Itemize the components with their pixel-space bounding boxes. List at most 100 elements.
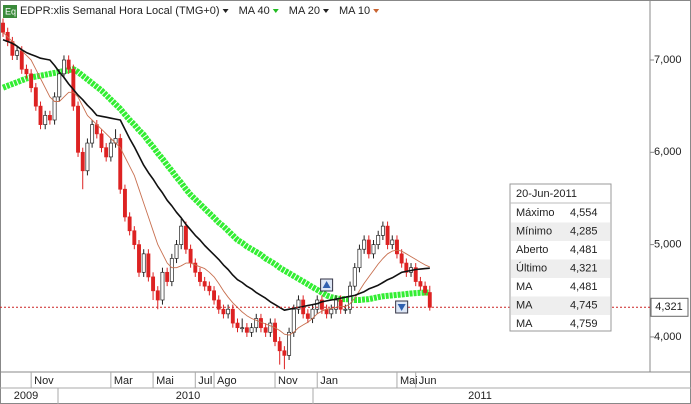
candle-body bbox=[85, 142, 90, 172]
y-tick-label: 4,000 bbox=[654, 331, 682, 343]
tooltip-row-bg bbox=[511, 259, 610, 278]
candle-body bbox=[188, 248, 193, 264]
tooltip-row-value: 4,745 bbox=[570, 299, 598, 311]
x-tick-label: Mar bbox=[114, 375, 133, 387]
candle-body bbox=[395, 239, 399, 255]
candle-body bbox=[47, 115, 52, 121]
x-tick-label: Nov bbox=[278, 375, 298, 387]
eq-icon-text: Eq bbox=[5, 6, 16, 16]
candle-body bbox=[57, 73, 62, 98]
candle-body bbox=[151, 276, 156, 292]
y-tick-label: 6,000 bbox=[654, 146, 682, 158]
ma-line bbox=[2, 31, 430, 336]
candle-body bbox=[334, 299, 338, 310]
legend-caret bbox=[272, 9, 279, 13]
candle-body bbox=[122, 188, 127, 218]
x-tick-label: Jan bbox=[320, 375, 338, 387]
legend-label[interactable]: EDPR:xlis Semanal Hora Local (TMG+0) bbox=[20, 5, 220, 17]
tooltip-row-label: Último bbox=[516, 261, 547, 274]
y-tick-label: 5,000 bbox=[654, 239, 682, 251]
tooltip-row-label: Aberto bbox=[516, 244, 548, 256]
candle-body bbox=[287, 331, 292, 356]
tooltip-row-value: 4,554 bbox=[570, 207, 598, 219]
candle-body bbox=[282, 350, 287, 356]
candle-body bbox=[244, 327, 249, 333]
candle-body bbox=[38, 105, 43, 125]
candle-body bbox=[423, 285, 428, 293]
candle-body bbox=[15, 50, 20, 56]
x-tick-label: Nov bbox=[34, 375, 54, 387]
candle-body bbox=[348, 285, 353, 310]
candle-body bbox=[132, 230, 137, 245]
candle-body bbox=[108, 142, 113, 158]
candle-body bbox=[357, 248, 362, 269]
candle-body bbox=[66, 59, 71, 70]
tooltip-row-value: 4,321 bbox=[570, 262, 598, 274]
candle-body bbox=[319, 299, 324, 310]
x-tick-label: Jun bbox=[419, 375, 437, 387]
year-label: 2009 bbox=[14, 390, 38, 402]
candle-body bbox=[390, 239, 395, 245]
candle-body bbox=[413, 267, 418, 282]
signal-arrow bbox=[397, 304, 406, 311]
tooltip-row-bg bbox=[511, 296, 610, 315]
candle-body bbox=[104, 147, 109, 158]
candle-body bbox=[216, 299, 221, 310]
candle-body bbox=[268, 322, 273, 333]
x-tick-label: Ago bbox=[217, 375, 237, 387]
last-price-box bbox=[650, 297, 689, 317]
candle-body bbox=[263, 327, 268, 333]
candle-body bbox=[230, 308, 235, 324]
y-tick-label: 7,000 bbox=[654, 54, 682, 66]
candle-body bbox=[118, 138, 123, 190]
candle-body bbox=[160, 271, 165, 301]
candle-body bbox=[52, 96, 57, 121]
tooltip-row-label: MA bbox=[516, 281, 533, 293]
tooltip-row-value: 4,481 bbox=[570, 244, 598, 256]
candle-body bbox=[90, 124, 95, 144]
legend-label[interactable]: MA 20 bbox=[289, 5, 320, 17]
candle-body bbox=[371, 244, 376, 255]
candle-body bbox=[155, 290, 160, 301]
candle-body bbox=[254, 318, 259, 329]
candle-body bbox=[146, 253, 151, 278]
candle-body bbox=[169, 258, 174, 282]
x-tick-label: Mai bbox=[156, 375, 174, 387]
tooltip-row-value: 4,285 bbox=[570, 225, 598, 237]
tooltip-row-label: MA bbox=[516, 299, 533, 311]
legend-label[interactable]: MA 40 bbox=[239, 5, 270, 17]
signal-arrow bbox=[322, 281, 331, 288]
tooltip-row-bg bbox=[511, 222, 610, 241]
tooltip-row-value: 4,759 bbox=[570, 318, 598, 330]
candle-body bbox=[249, 327, 254, 333]
tooltip-row-label: Máximo bbox=[516, 207, 555, 219]
candle-body bbox=[427, 292, 432, 308]
candle-body bbox=[343, 308, 348, 311]
candle-body bbox=[198, 271, 202, 282]
candle-body bbox=[226, 308, 231, 315]
tooltip-row-value: 4,481 bbox=[570, 281, 598, 293]
candle-body bbox=[80, 151, 85, 172]
candle-body bbox=[165, 271, 170, 282]
candle-body bbox=[273, 322, 277, 342]
candle-body bbox=[235, 322, 240, 329]
x-tick-label: Jul bbox=[198, 375, 212, 387]
candle-body bbox=[141, 253, 146, 273]
candle-body bbox=[240, 327, 245, 330]
year-label: 2011 bbox=[468, 390, 492, 402]
candle-body bbox=[202, 281, 207, 287]
candle-body bbox=[362, 239, 367, 250]
candle-body bbox=[127, 216, 132, 232]
candle-body bbox=[291, 308, 296, 333]
last-price-label: 4,321 bbox=[655, 301, 683, 313]
legend-label[interactable]: MA 10 bbox=[339, 5, 370, 17]
candle-body bbox=[19, 50, 24, 70]
eq-icon bbox=[3, 5, 17, 18]
legend-caret bbox=[222, 9, 229, 13]
year-label: 2010 bbox=[176, 390, 200, 402]
candle-body bbox=[380, 225, 385, 236]
candle-body bbox=[418, 281, 423, 287]
candle-body bbox=[305, 313, 310, 319]
candle-body bbox=[33, 87, 38, 107]
